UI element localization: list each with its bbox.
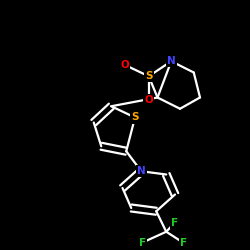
Text: O: O <box>144 95 153 105</box>
Text: F: F <box>172 218 178 228</box>
Text: F: F <box>139 238 146 248</box>
Text: N: N <box>137 166 145 176</box>
Text: S: S <box>145 71 152 81</box>
Text: F: F <box>180 238 187 248</box>
Text: O: O <box>120 60 130 70</box>
Text: N: N <box>167 56 175 66</box>
Text: S: S <box>131 112 139 122</box>
